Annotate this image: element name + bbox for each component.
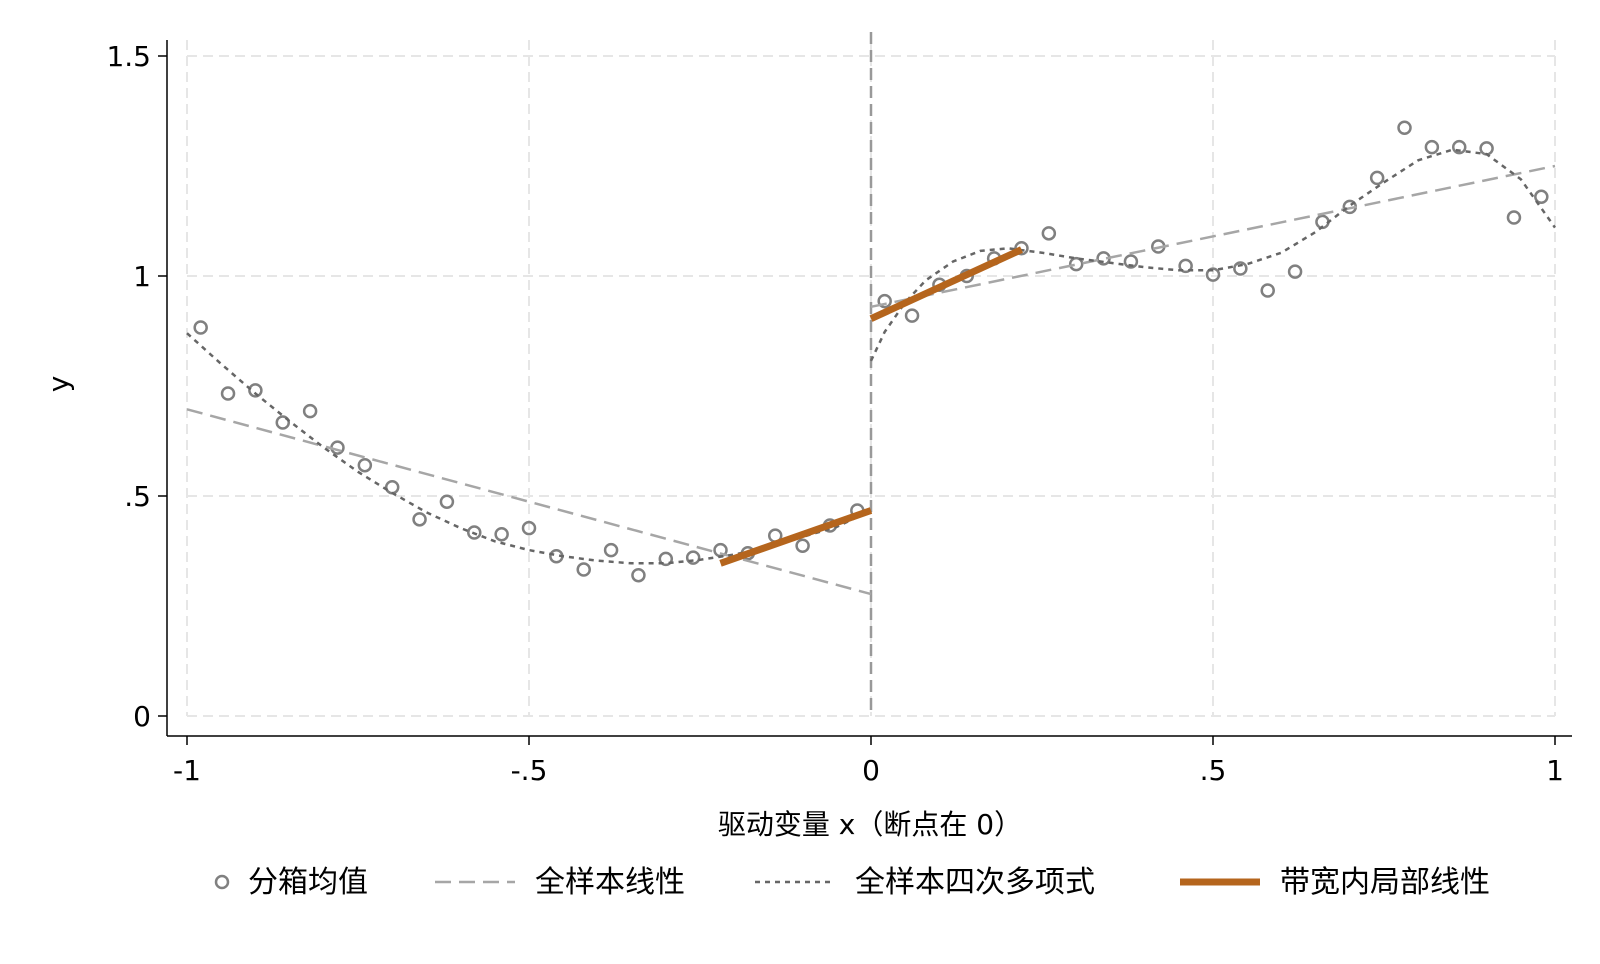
y-tick-label: 1.5 bbox=[106, 40, 151, 73]
bin-mean-point bbox=[302, 403, 318, 419]
y-tick-label: .5 bbox=[124, 480, 151, 513]
bin-mean-point bbox=[521, 520, 537, 536]
bin-mean-point bbox=[1424, 139, 1440, 155]
legend-label: 全样本四次多项式 bbox=[855, 865, 1095, 900]
x-tick-label: -.5 bbox=[511, 754, 548, 787]
local-linear-fit-line bbox=[719, 507, 873, 567]
bin-mean-point bbox=[795, 538, 810, 553]
legend-item-bins: 分箱均值 bbox=[214, 865, 368, 900]
bin-mean-point bbox=[1178, 258, 1193, 274]
bin-mean-point bbox=[1205, 267, 1221, 282]
x-tick-label: .5 bbox=[1200, 754, 1227, 787]
legend-label: 分箱均值 bbox=[248, 865, 368, 900]
legend-item-quartic: 全样本四次多项式 bbox=[755, 865, 1095, 900]
bin-mean-point bbox=[1260, 283, 1275, 298]
x-tick-label: -1 bbox=[173, 754, 201, 787]
quartic-fit-line bbox=[869, 148, 1557, 362]
bin-mean-point bbox=[248, 383, 263, 398]
bin-mean-point bbox=[685, 550, 701, 565]
bin-mean-point bbox=[1451, 139, 1467, 155]
bin-mean-point bbox=[1014, 241, 1029, 256]
bin-mean-point bbox=[439, 494, 455, 509]
bin-mean-point bbox=[1123, 254, 1139, 269]
linear-fit-line bbox=[186, 408, 872, 596]
legend-label: 全样本线性 bbox=[535, 865, 685, 900]
legend-item-local: 带宽内局部线性 bbox=[1180, 865, 1490, 900]
bin-mean-point bbox=[877, 293, 892, 309]
bin-mean-point bbox=[384, 479, 400, 495]
bin-mean-point bbox=[1479, 141, 1494, 156]
bin-mean-point bbox=[1534, 189, 1549, 205]
bin-mean-point bbox=[220, 386, 236, 401]
legend-swatch-bins bbox=[214, 874, 230, 890]
bin-mean-point bbox=[494, 527, 509, 542]
bin-mean-point bbox=[275, 415, 291, 430]
bin-mean-point bbox=[1506, 210, 1522, 225]
axes-layer: 0 .5 1 1.5 -1 -.5 0 .5 1 bbox=[106, 40, 1572, 787]
bin-mean-point bbox=[357, 457, 373, 473]
bin-mean-point bbox=[1287, 264, 1303, 279]
x-tick-label: 0 bbox=[862, 754, 880, 787]
x-tick-label: 1 bbox=[1546, 754, 1564, 787]
series-layer bbox=[186, 32, 1557, 716]
legend: 分箱均值 全样本线性 全样本四次多项式 带宽内局部线性 bbox=[214, 865, 1490, 900]
x-axis-title: 驱动变量 x（断点在 0） bbox=[718, 808, 1022, 841]
bin-mean-point bbox=[576, 562, 591, 577]
bin-mean-point bbox=[1397, 120, 1412, 135]
bin-mean-point bbox=[631, 567, 646, 583]
y-tick-label: 0 bbox=[133, 700, 151, 733]
bin-mean-point bbox=[412, 512, 427, 527]
linear-fit-line bbox=[870, 164, 1556, 309]
bin-mean-point bbox=[193, 320, 208, 335]
bin-mean-point bbox=[1233, 261, 1248, 276]
bin-mean-point bbox=[904, 308, 920, 323]
bin-mean-point bbox=[1068, 256, 1084, 272]
bin-mean-point bbox=[467, 525, 482, 540]
bin-mean-point bbox=[658, 551, 674, 567]
bin-mean-point bbox=[1041, 226, 1057, 241]
local-linear-fit-line bbox=[869, 246, 1023, 322]
y-axis-title: y bbox=[42, 376, 75, 393]
legend-label: 带宽内局部线性 bbox=[1280, 865, 1490, 900]
bin-mean-point bbox=[1369, 170, 1385, 186]
legend-item-linear: 全样本线性 bbox=[435, 865, 685, 900]
bin-mean-point bbox=[603, 542, 619, 558]
y-tick-label: 1 bbox=[133, 260, 151, 293]
